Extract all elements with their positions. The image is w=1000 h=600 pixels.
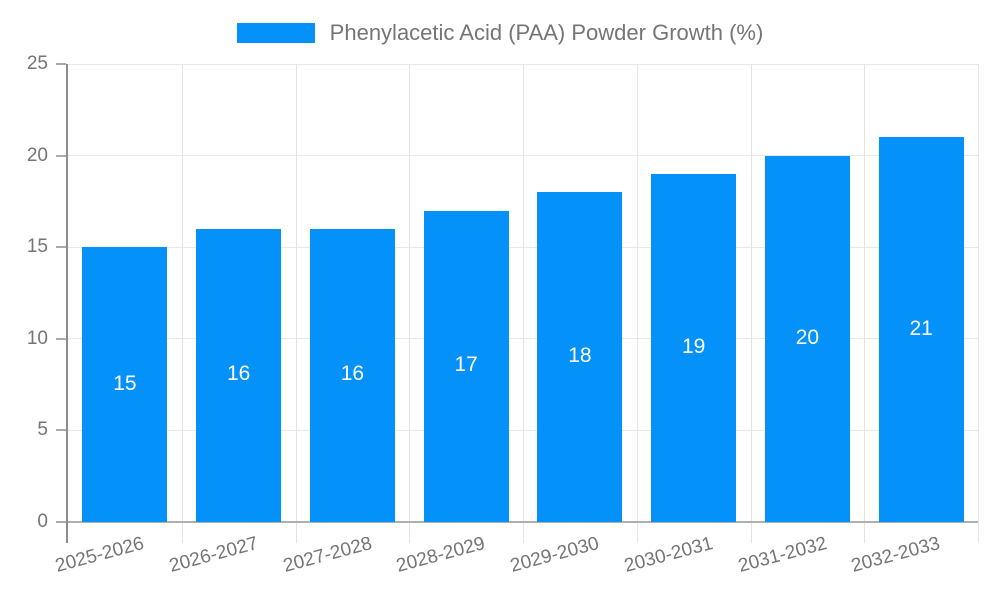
gridline-vertical	[864, 64, 866, 543]
bar-value-label: 21	[909, 316, 933, 340]
bar-2028-2029[interactable]	[423, 210, 509, 522]
y-axis-label: 20	[26, 144, 48, 166]
bar-value-label: 19	[681, 334, 706, 358]
y-axis-tick	[56, 246, 66, 249]
bar-2027-2028[interactable]	[309, 228, 395, 522]
y-axis-label: 5	[37, 419, 48, 441]
bar-value-label: 16	[340, 362, 365, 386]
gridline-vertical	[295, 64, 297, 543]
gridline-vertical	[978, 64, 979, 543]
y-axis-label: 25	[26, 53, 48, 74]
y-axis-label: 15	[26, 236, 48, 258]
bar-2029-2030[interactable]	[537, 192, 623, 522]
gridline-vertical	[523, 64, 524, 543]
gridline-vertical	[750, 64, 752, 543]
y-axis-tick	[56, 429, 66, 432]
gridline-vertical	[409, 64, 411, 543]
bar-value-label: 18	[568, 344, 592, 368]
y-axis-line	[66, 64, 68, 543]
y-axis-label: 10	[26, 327, 48, 349]
bar-2026-2027[interactable]	[196, 228, 282, 522]
legend[interactable]: Phenylacetic Acid (PAA) Powder Growth (%…	[0, 18, 1000, 48]
gridline-vertical	[636, 64, 638, 543]
legend-label: Phenylacetic Acid (PAA) Powder Growth (%…	[329, 20, 764, 45]
bar-2025-2026[interactable]	[82, 247, 168, 522]
y-axis-tick	[56, 154, 66, 157]
bar-value-label: 17	[454, 353, 478, 377]
legend-swatch	[236, 23, 315, 43]
x-axis-line	[58, 521, 978, 523]
y-axis-tick	[56, 337, 66, 340]
y-axis-tick	[56, 63, 66, 65]
bar-value-label: 16	[226, 362, 251, 386]
bar-2031-2032[interactable]	[764, 155, 850, 522]
y-axis-tick	[56, 521, 66, 523]
bar-value-label: 20	[795, 325, 820, 349]
bar-2032-2033[interactable]	[878, 137, 964, 522]
y-axis-label: 0	[37, 511, 48, 532]
bar-value-label: 15	[113, 371, 137, 395]
gridline-vertical	[181, 64, 183, 543]
bar-2030-2031[interactable]	[651, 173, 737, 522]
